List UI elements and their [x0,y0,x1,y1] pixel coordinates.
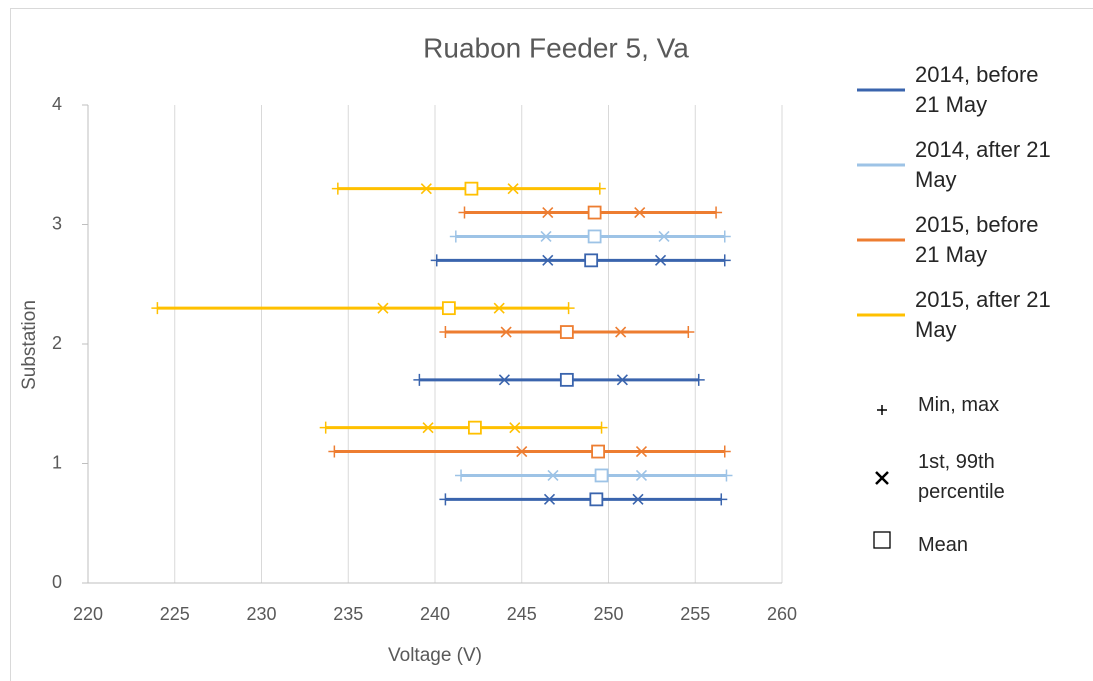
legend-label: 2014, after 21 May [915,137,1051,192]
percentile-marker [493,302,505,314]
x-axis-label: Voltage (V) [388,645,482,666]
x-tick-label: 225 [160,604,190,624]
legend-label: Mean [918,534,969,556]
mean-marker [591,444,605,459]
legend-label: 2014, before 21 May [915,62,1039,117]
min-max-marker [458,206,471,219]
percentile-marker [547,469,559,482]
mean-marker [559,372,574,387]
min-max-marker [439,326,452,339]
legend-min-max-icon [877,405,887,415]
min-max-marker [682,326,695,339]
mean-marker [468,420,482,435]
min-max-marker [331,182,344,195]
legend-label: Min, max [918,394,1000,416]
percentile-marker [542,206,554,219]
min-max-marker [710,206,723,219]
mean-marker [587,229,602,244]
x-tick-label: 235 [333,604,363,624]
mean-marker [584,253,599,268]
percentile-marker [542,254,554,266]
mean-marker [587,205,602,220]
min-max-marker [718,230,731,243]
min-max-marker [595,421,608,434]
percentile-marker [422,422,434,434]
percentile-marker [632,493,644,505]
min-max-marker [715,493,728,506]
legend-label: 1st, 99th percentile [918,451,1005,503]
percentile-marker [377,302,389,314]
mean-marker [464,181,479,196]
min-max-marker [449,230,462,243]
legend-mean-icon [873,531,891,549]
percentile-marker [509,422,521,434]
mean-marker [559,325,574,339]
percentile-marker [634,206,646,219]
min-max-marker [151,302,164,315]
y-tick-label: 4 [52,94,62,114]
min-max-marker [439,493,452,506]
x-tick-label: 245 [507,604,537,624]
min-max-marker [328,445,341,458]
percentile-marker [658,230,670,243]
x-tick-label: 255 [680,604,710,624]
percentile-marker [498,374,510,386]
legend-label: 2015, before 21 May [915,212,1039,267]
min-max-marker [718,445,731,458]
percentile-marker [516,445,528,458]
mean-marker [589,492,604,507]
percentile-marker [420,183,432,195]
percentile-marker [500,326,512,338]
percentile-marker [635,469,648,482]
x-tick-label: 260 [767,604,797,624]
min-max-marker [455,469,468,482]
percentile-marker [635,445,648,458]
min-max-marker [718,254,731,267]
percentile-marker [540,230,552,243]
min-max-marker [593,182,606,195]
y-tick-label: 0 [52,572,62,592]
chart-title: Ruabon Feeder 5, Va [423,32,689,63]
y-tick-label: 3 [52,213,62,233]
min-max-marker [720,469,733,482]
min-max-marker [562,302,575,315]
y-tick-label: 2 [52,333,62,353]
x-tick-label: 230 [246,604,276,624]
y-axis-label: Substation [19,300,40,390]
min-max-marker [692,373,705,386]
min-max-marker [413,373,426,386]
mean-marker [441,301,456,316]
percentile-marker [507,183,519,195]
x-tick-label: 240 [420,604,450,624]
legend-percentile-icon [875,471,889,485]
percentile-marker [654,254,667,266]
percentile-marker [616,374,628,386]
min-max-marker [430,254,443,267]
min-max-marker [319,421,332,434]
chart-border [10,8,1093,681]
x-tick-label: 250 [593,604,623,624]
mean-marker [594,468,609,483]
y-tick-label: 1 [52,452,62,472]
percentile-marker [615,326,627,338]
legend-label: 2015, after 21 May [915,287,1051,342]
percentile-marker [543,493,556,505]
x-tick-label: 220 [73,604,103,624]
